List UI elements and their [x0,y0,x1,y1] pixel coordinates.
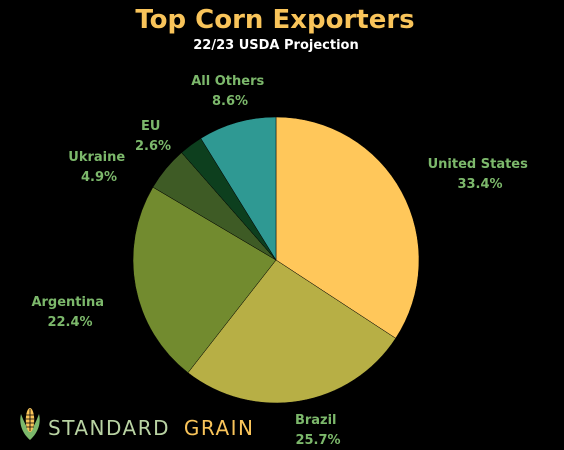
label-united-states-value: 33.4% [457,177,502,192]
label-brazil: Brazil 25.7% [295,413,341,448]
label-united-states: United States 33.4% [428,157,533,192]
label-ukraine: Ukraine 4.9% [68,150,129,185]
label-eu: EU 2.6% [135,119,171,154]
label-all-others-name: All Others [191,74,264,89]
label-argentina: Argentina 22.4% [31,295,108,330]
svg-text:STANDARD GRAIN: STANDARD GRAIN [48,416,255,440]
slice-argentina [132,186,277,374]
label-argentina-name: Argentina [31,295,104,310]
slice-brazil [187,259,397,404]
brand-word-grain: GRAIN [184,416,255,440]
label-eu-name: EU [141,119,160,134]
label-united-states-name: United States [428,157,529,172]
label-brazil-name: Brazil [295,413,337,428]
label-brazil-value: 25.7% [295,433,340,448]
label-all-others: All Others 8.6% [191,74,269,109]
slice-united-states [275,116,420,339]
brand-logo: STANDARD GRAIN [20,408,255,440]
pie-slices [132,116,420,404]
corn-icon [20,408,40,440]
chart-subtitle: 22/23 USDA Projection [193,38,358,53]
brand-word-standard: STANDARD [48,416,170,440]
label-all-others-value: 8.6% [212,94,248,109]
label-eu-value: 2.6% [135,139,171,154]
slice-all-others [200,116,277,261]
chart-title: Top Corn Exporters [135,5,414,35]
label-ukraine-name: Ukraine [68,150,125,165]
label-argentina-value: 22.4% [47,315,92,330]
label-ukraine-value: 4.9% [81,170,117,185]
